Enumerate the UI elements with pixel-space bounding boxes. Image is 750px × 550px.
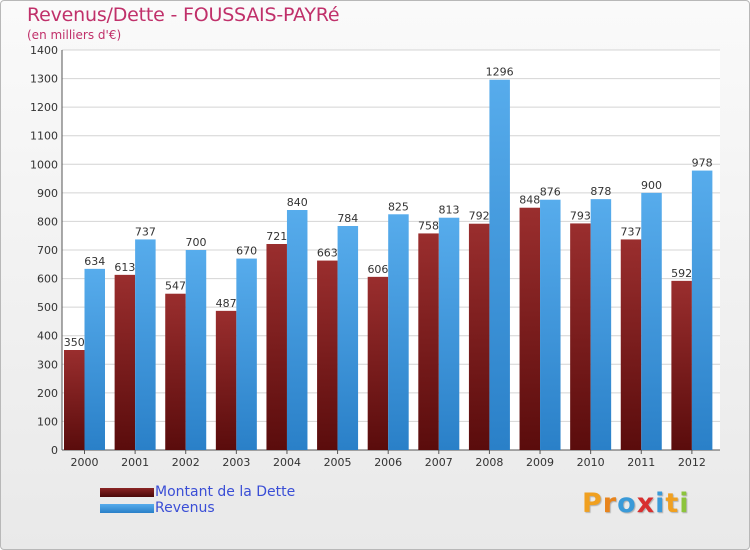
data-label-revenus: 670 bbox=[236, 245, 257, 258]
data-label-revenus: 784 bbox=[337, 212, 358, 225]
data-label-dette: 758 bbox=[418, 219, 439, 232]
x-tick-label: 2012 bbox=[678, 456, 706, 469]
x-tick-label: 2006 bbox=[374, 456, 402, 469]
y-tick-label: 400 bbox=[37, 330, 58, 343]
bar-dette bbox=[64, 350, 85, 450]
data-label-dette: 848 bbox=[519, 194, 540, 207]
data-label-revenus: 634 bbox=[84, 255, 105, 268]
data-label-revenus: 737 bbox=[135, 225, 156, 238]
bar-revenus bbox=[691, 170, 713, 451]
y-tick-label: 100 bbox=[37, 415, 58, 428]
data-label-dette: 592 bbox=[671, 267, 692, 280]
data-label-dette: 547 bbox=[165, 280, 186, 293]
legend-swatch-dette bbox=[100, 488, 154, 497]
y-tick-label: 300 bbox=[37, 358, 58, 371]
bar-revenus bbox=[590, 199, 612, 450]
bar-dette bbox=[317, 260, 338, 450]
legend-swatch-revenus bbox=[100, 504, 154, 513]
data-label-dette: 663 bbox=[317, 247, 338, 260]
bar-dette bbox=[468, 223, 490, 450]
bar-revenus bbox=[540, 199, 561, 450]
x-tick-label: 2002 bbox=[172, 456, 200, 469]
y-tick-label: 200 bbox=[37, 387, 58, 400]
x-tick-label: 2000 bbox=[71, 456, 99, 469]
bar-dette bbox=[266, 244, 287, 450]
data-label-dette: 793 bbox=[570, 209, 591, 222]
bar-revenus bbox=[84, 268, 105, 450]
bar-dette bbox=[620, 239, 642, 450]
y-tick-label: 900 bbox=[37, 187, 58, 200]
data-label-revenus: 978 bbox=[692, 157, 713, 170]
x-tick-label: 2003 bbox=[222, 456, 250, 469]
data-label-dette: 737 bbox=[621, 225, 642, 238]
bar-revenus bbox=[641, 192, 662, 450]
y-tick-label: 1300 bbox=[30, 73, 58, 86]
logo-letter: r bbox=[602, 488, 618, 519]
x-tick-label: 2011 bbox=[627, 456, 655, 469]
x-tick-label: 2004 bbox=[273, 456, 301, 469]
bar-dette bbox=[165, 293, 186, 450]
x-tick-label: 2010 bbox=[577, 456, 605, 469]
bar-dette bbox=[519, 207, 541, 450]
data-label-dette: 613 bbox=[114, 261, 135, 274]
logo-letter: t bbox=[665, 488, 680, 519]
bar-dette bbox=[367, 276, 389, 450]
bar-dette bbox=[418, 233, 439, 450]
y-tick-label: 700 bbox=[37, 244, 58, 257]
bar-dette bbox=[215, 310, 237, 450]
legend-label-dette: Montant de la Dette bbox=[155, 484, 296, 500]
y-tick-label: 500 bbox=[37, 301, 58, 314]
bar-revenus bbox=[489, 79, 510, 450]
logo-letter: i bbox=[679, 488, 690, 519]
y-tick-label: 1200 bbox=[30, 101, 58, 114]
data-label-revenus: 825 bbox=[388, 200, 409, 213]
data-label-revenus: 840 bbox=[287, 196, 308, 209]
data-label-revenus: 813 bbox=[439, 204, 460, 217]
y-tick-label: 600 bbox=[37, 273, 58, 286]
data-label-revenus: 900 bbox=[641, 179, 662, 192]
data-label-revenus: 1296 bbox=[486, 66, 514, 79]
chart-title: Revenus/Dette - FOUSSAIS-PAYRé bbox=[27, 4, 340, 26]
x-tick-label: 2001 bbox=[121, 456, 149, 469]
x-tick-label: 2009 bbox=[526, 456, 554, 469]
y-tick-label: 1400 bbox=[30, 44, 58, 57]
bar-revenus bbox=[438, 217, 460, 450]
data-label-dette: 487 bbox=[216, 297, 237, 310]
y-tick-label: 1100 bbox=[30, 130, 58, 143]
bar-dette bbox=[671, 280, 692, 450]
data-label-dette: 350 bbox=[64, 336, 85, 349]
chart-subtitle: (en milliers d'€) bbox=[27, 28, 122, 42]
data-label-revenus: 876 bbox=[540, 186, 561, 199]
y-tick-label: 1000 bbox=[30, 158, 58, 171]
bar-revenus bbox=[185, 250, 207, 450]
proxiti-logo: Proxiti bbox=[582, 488, 690, 519]
y-tick-label: 800 bbox=[37, 215, 58, 228]
data-label-dette: 792 bbox=[469, 210, 490, 223]
x-tick-label: 2008 bbox=[475, 456, 503, 469]
data-label-dette: 606 bbox=[367, 263, 388, 276]
data-label-dette: 721 bbox=[266, 230, 287, 243]
bar-revenus bbox=[388, 214, 409, 450]
data-label-revenus: 878 bbox=[590, 185, 611, 198]
y-tick-label: 0 bbox=[51, 444, 58, 457]
logo-letter: i bbox=[655, 488, 666, 519]
logo-letter: x bbox=[636, 488, 656, 519]
bar-revenus bbox=[286, 210, 308, 450]
bar-dette bbox=[114, 274, 136, 450]
x-tick-label: 2005 bbox=[324, 456, 352, 469]
logo-letter: o bbox=[617, 488, 637, 519]
logo-letter: P bbox=[582, 488, 603, 519]
legend-label-revenus: Revenus bbox=[155, 500, 215, 516]
bar-revenus bbox=[135, 239, 156, 450]
bar-dette bbox=[570, 223, 591, 450]
x-tick-label: 2007 bbox=[425, 456, 453, 469]
bar-revenus bbox=[337, 226, 359, 450]
bar-revenus bbox=[236, 258, 257, 450]
data-label-revenus: 700 bbox=[185, 236, 206, 249]
